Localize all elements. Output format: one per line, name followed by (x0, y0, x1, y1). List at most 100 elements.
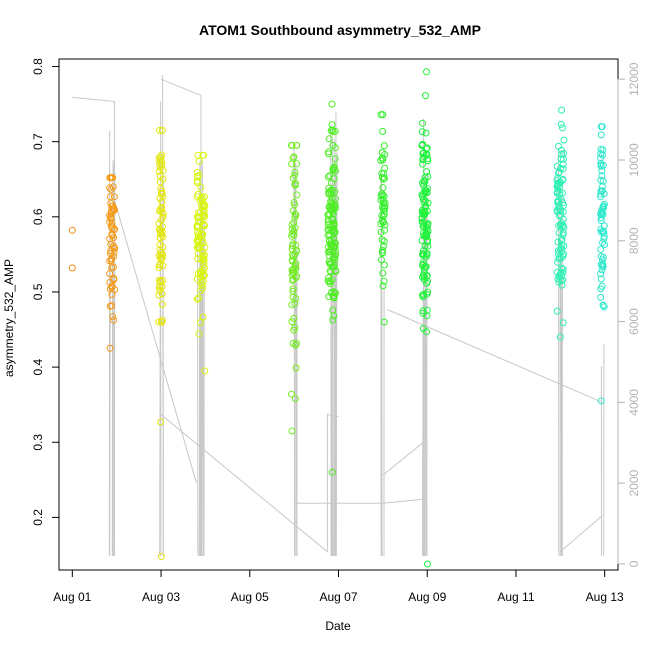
data-point (157, 248, 165, 256)
data-point (381, 202, 389, 210)
data-point (110, 275, 118, 282)
data-point (419, 307, 427, 315)
data-point (110, 252, 118, 260)
data-point (332, 268, 340, 275)
data-point (290, 227, 298, 235)
data-point (329, 126, 336, 134)
data-point (329, 142, 337, 149)
y-tick-label: 0.3 (31, 434, 45, 451)
data-point (332, 167, 339, 175)
data-point (381, 151, 389, 158)
data-point (106, 278, 114, 286)
data-point (195, 231, 203, 238)
x-tick-label: Aug 09 (408, 590, 446, 604)
data-point (106, 211, 114, 219)
y2-tick-label: 8000 (627, 227, 641, 254)
data-point (555, 212, 563, 220)
data-point (155, 318, 163, 326)
data-point (600, 232, 608, 240)
data-point (555, 142, 562, 150)
data-point (111, 225, 119, 233)
data-point (158, 254, 166, 262)
data-point (379, 269, 387, 277)
data-point (110, 316, 118, 324)
data-point (560, 224, 568, 232)
data-point (109, 183, 117, 191)
data-point (381, 226, 389, 234)
data-point (106, 270, 114, 278)
series-1 (106, 174, 119, 352)
data-point (557, 155, 565, 163)
data-point (195, 330, 203, 338)
data-point (419, 119, 426, 127)
data-point (597, 190, 605, 198)
data-point (156, 283, 163, 291)
data-point (157, 153, 165, 161)
data-point (555, 187, 563, 195)
data-point (289, 277, 296, 284)
data-point (159, 213, 167, 221)
data-point (201, 202, 209, 210)
data-point (597, 261, 605, 268)
data-point (555, 229, 563, 237)
data-point (196, 213, 204, 221)
depth-trace-segment-0 (72, 96, 115, 524)
data-point (326, 260, 334, 268)
data-point (379, 184, 387, 192)
data-point (291, 168, 299, 176)
data-point (597, 275, 605, 283)
data-point (422, 92, 429, 100)
axes-layer: Aug 01 Aug 03 Aug 05 Aug 07 Aug 09 Aug 11 Aug … (31, 58, 641, 604)
data-point (329, 241, 337, 249)
data-point (423, 251, 431, 259)
data-point (423, 68, 430, 76)
data-point (378, 169, 386, 177)
data-point (418, 141, 426, 149)
data-point (325, 227, 333, 235)
data-point (194, 270, 202, 278)
data-point (424, 155, 432, 163)
data-point (600, 303, 608, 311)
data-point (199, 284, 207, 292)
data-point (423, 168, 431, 176)
data-point (159, 276, 167, 284)
data-point (556, 245, 564, 253)
data-point (423, 279, 431, 287)
data-point (553, 162, 561, 170)
data-point (288, 390, 295, 398)
data-point (158, 158, 166, 166)
data-point (200, 264, 208, 272)
data-point (597, 154, 605, 162)
data-point (288, 427, 296, 435)
data-point (156, 178, 164, 186)
data-point (106, 235, 114, 243)
data-point (598, 211, 605, 219)
y-tick-label: 0.2 (31, 509, 45, 526)
data-point (419, 247, 427, 255)
data-point (195, 294, 202, 302)
data-point (196, 270, 204, 278)
data-point (288, 221, 296, 229)
data-point (289, 242, 296, 250)
data-point (193, 295, 201, 303)
data-point (157, 553, 165, 560)
data-point (379, 111, 387, 119)
data-point (157, 318, 165, 326)
data-point (324, 218, 332, 226)
data-point (158, 300, 166, 308)
data-point (554, 204, 562, 212)
data-point (553, 307, 561, 315)
x-axis-label: Date (325, 619, 351, 633)
data-point (597, 285, 605, 293)
data-point (325, 230, 333, 238)
data-point (559, 265, 567, 273)
data-point (291, 201, 299, 209)
data-point (597, 293, 605, 301)
data-point (158, 161, 166, 168)
series-9 (597, 123, 609, 405)
data-point (379, 246, 387, 254)
data-point (106, 257, 114, 265)
data-point (327, 268, 335, 276)
y2-tick-label: 2000 (627, 469, 641, 496)
data-point (156, 286, 164, 294)
